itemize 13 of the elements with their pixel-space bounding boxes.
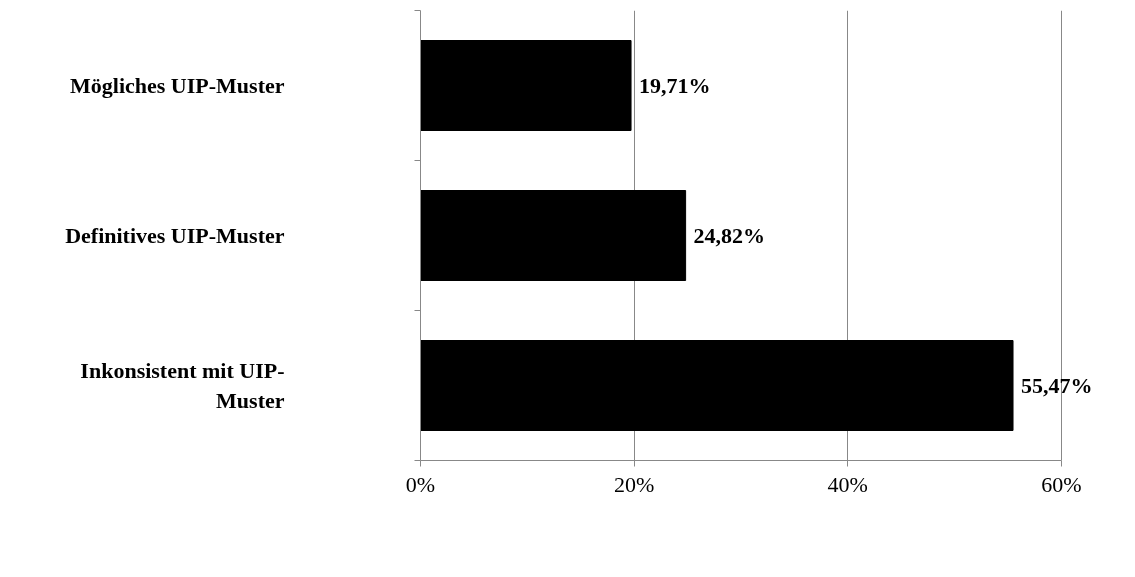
bar — [420, 190, 687, 281]
x-tick-label: 20% — [613, 471, 655, 497]
y-tick-label: Inkonsistent mit UIP-Muster — [80, 358, 285, 413]
x-tick-label: 60% — [1041, 471, 1082, 497]
x-tick-label: 40% — [827, 471, 868, 497]
data-label: 19,71% — [639, 73, 711, 98]
y-tick-label: Mögliches UIP-Muster — [70, 73, 285, 98]
x-tick-label: 0% — [405, 471, 436, 497]
bar — [420, 40, 632, 131]
bar — [420, 340, 1014, 431]
y-tick-label: Definitives UIP-Muster — [65, 223, 285, 248]
data-label: 24,82% — [693, 223, 766, 248]
data-label: 55,47% — [1021, 373, 1093, 398]
